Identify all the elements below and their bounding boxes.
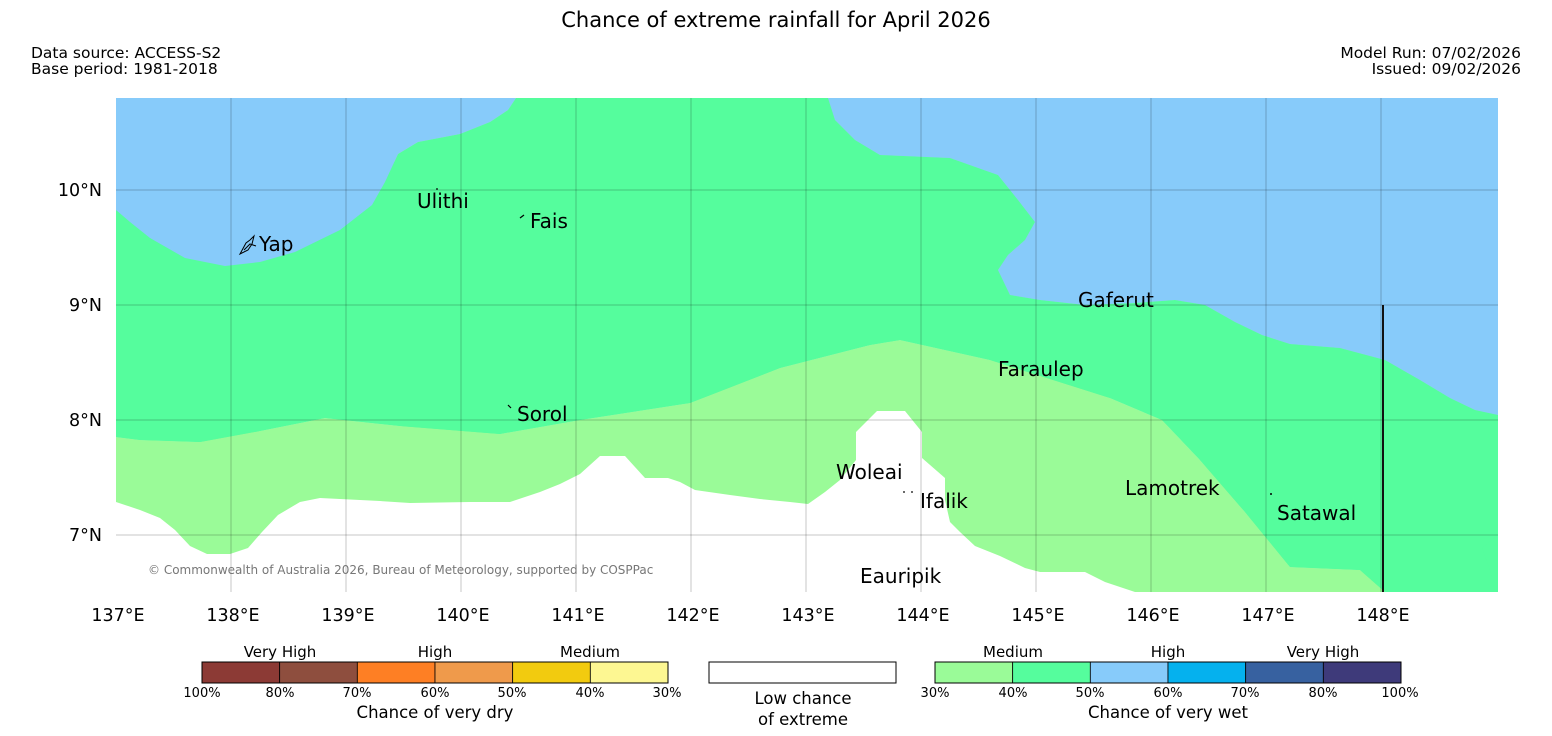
lon-tick: 147°E (1241, 606, 1294, 626)
legend-dry: Very High High Medium 100% 80% 70% 60% 5… (183, 643, 681, 722)
dry-color-swatch (589, 661, 669, 684)
lon-tick: 148°E (1356, 606, 1409, 626)
yap-island-shape (238, 234, 255, 256)
dry-color-swatch (356, 661, 436, 684)
lon-tick: 141°E (551, 606, 604, 626)
dry-tick: 30% (653, 686, 682, 701)
wet-caption: Chance of very wet (1088, 703, 1249, 722)
lon-tick: 138°E (206, 606, 259, 626)
dry-category-label: High (418, 643, 452, 661)
woleai-marker (903, 491, 905, 493)
place-label-yap: Yap (258, 232, 293, 256)
wet-color-swatch (1012, 661, 1091, 684)
ulithi-marker (436, 188, 438, 190)
dry-color-swatch (512, 661, 591, 684)
place-label-lamotrek: Lamotrek (1125, 476, 1220, 500)
place-label-faraulep: Faraulep (998, 357, 1084, 381)
lon-tick: 146°E (1126, 606, 1179, 626)
wet-tick: 30% (921, 686, 950, 701)
lon-tick: 142°E (666, 606, 719, 626)
lon-tick: 139°E (321, 606, 374, 626)
dry-color-swatch (279, 661, 358, 684)
satawal-marker (1270, 493, 1272, 495)
dry-color-swatch (201, 661, 281, 684)
lat-tick: 7°N (69, 526, 102, 546)
graticule (116, 98, 1498, 592)
neutral-caption-line2: of extreme (758, 710, 848, 729)
place-label-woleai: Woleai (836, 460, 903, 484)
lon-tick: 145°E (1011, 606, 1064, 626)
wet-50-60-region-ne (828, 98, 1498, 415)
wet-tick: 40% (999, 686, 1028, 701)
yap-island-detail (243, 243, 257, 251)
legend-wet: Medium High Very High 30% 40% 50% 60% 70… (921, 643, 1419, 722)
dry-tick: 60% (421, 686, 450, 701)
lat-tick: 9°N (69, 296, 102, 316)
lon-tick: 144°E (896, 606, 949, 626)
issued-date: Issued: 09/02/2026 (1371, 60, 1521, 78)
lat-tick: 10°N (58, 181, 102, 201)
dry-colorbar-border (201, 661, 669, 684)
wet-tick: 70% (1231, 686, 1260, 701)
place-label-eauripik: Eauripik (860, 564, 942, 588)
place-label-fais: Fais (530, 209, 568, 233)
wet-color-swatch (1322, 661, 1402, 684)
wet-color-swatch (1167, 661, 1247, 684)
sorol-marker (507, 404, 512, 409)
dry-tick: 50% (498, 686, 527, 701)
meta-left: Data source: ACCESS-S2 Base period: 1981… (31, 45, 221, 77)
map-area: Ulithi Fais Yap Gaferut Faraulep Sorol W… (116, 98, 1498, 592)
wet-tick: 100% (1381, 686, 1418, 701)
wet-category-label: Very High (1287, 643, 1360, 661)
wet-category-label: High (1151, 643, 1185, 661)
wet-color-swatch (1245, 661, 1324, 684)
lon-tick: 143°E (781, 606, 834, 626)
dry-colorbar (201, 661, 669, 684)
chart-title: Chance of extreme rainfall for April 202… (561, 8, 991, 32)
data-source: Data source: ACCESS-S2 (31, 44, 222, 62)
wet-tick: 80% (1309, 686, 1338, 701)
wet-color-swatch (1089, 661, 1169, 684)
wet-40-50-main (116, 98, 1498, 592)
wet-30-40-region-south (116, 340, 1385, 592)
copyright-notice: © Commonwealth of Australia 2026, Bureau… (148, 563, 653, 577)
wet-colorbar-border (934, 661, 1402, 684)
meta-right: Model Run: 07/02/2026 Issued: 09/02/2026 (1340, 45, 1521, 77)
dry-tick: 40% (576, 686, 605, 701)
latitude-ticks: 10°N 9°N 8°N 7°N (58, 181, 102, 546)
base-period: Base period: 1981-2018 (31, 60, 218, 78)
place-label-ifalik: Ifalik (920, 489, 968, 513)
wet-tick: 60% (1154, 686, 1183, 701)
place-label-sorol: Sorol (517, 402, 568, 426)
wet-color-swatch (934, 661, 1014, 684)
wet-tick: 50% (1076, 686, 1105, 701)
dry-category-label: Very High (244, 643, 317, 661)
lon-tick: 137°E (91, 606, 144, 626)
wet-50-60-region-nw (116, 98, 516, 266)
fais-marker (519, 214, 525, 219)
legend-neutral: Low chance of extreme (708, 661, 897, 729)
dry-tick: 70% (343, 686, 372, 701)
dry-tick: 80% (266, 686, 295, 701)
lat-tick: 8°N (69, 411, 102, 431)
model-run: Model Run: 07/02/2026 (1340, 44, 1521, 62)
dry-category-label: Medium (560, 643, 620, 661)
wet-category-label: Medium (983, 643, 1043, 661)
longitude-ticks: 137°E 138°E 139°E 140°E 141°E 142°E 143°… (91, 606, 1409, 626)
place-label-ulithi: Ulithi (417, 189, 469, 213)
wet-colorbar (934, 661, 1402, 684)
place-label-satawal: Satawal (1277, 501, 1356, 525)
neutral-caption-line1: Low chance (754, 689, 851, 708)
ifalik-marker (911, 491, 913, 493)
dry-color-swatch (434, 661, 514, 684)
place-label-gaferut: Gaferut (1078, 288, 1154, 312)
dry-tick: 100% (183, 686, 220, 701)
neutral-swatch (708, 661, 897, 684)
dry-caption: Chance of very dry (357, 703, 514, 722)
lon-tick: 140°E (436, 606, 489, 626)
